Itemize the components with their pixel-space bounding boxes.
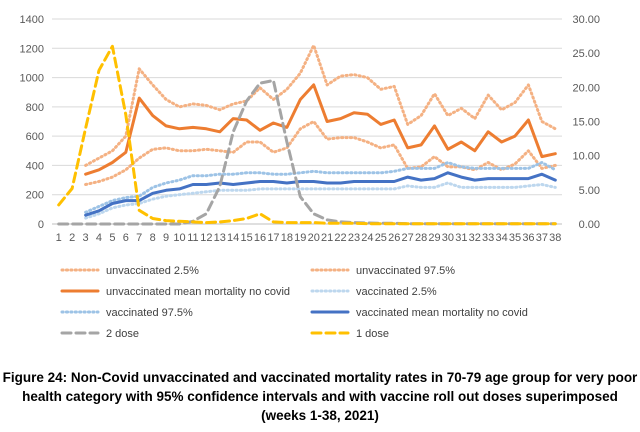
series-line-vaccinated-2-5 [84,181,557,220]
y-left-tick-label: 0 [38,219,44,231]
legend-label: 2 dose [106,328,139,340]
caption-line-3: (weeks 1-38, 2021) [261,408,379,423]
y-left-tick-label: 1000 [20,73,44,85]
figure-caption: Figure 24: Non-Covid unvaccinated and va… [0,368,640,425]
legend-label: unvaccinated 2.5% [106,265,199,277]
right-axis-ticks: 0.00 5.00 10.00 15.00 20.00 25.00 30.00 [572,14,600,231]
x-tick-label: 5 [109,232,115,244]
series-line-vaccinated-97-5 [84,161,557,214]
caption-line-2: health category with 95% confidence inte… [22,389,618,404]
x-tick-label: 18 [281,232,293,244]
legend-label: unvaccinated mean mortality no covid [106,286,290,298]
x-tick-label: 35 [509,232,521,244]
x-tick-label: 3 [82,232,88,244]
legend-label: unvaccinated 97.5% [356,265,455,277]
x-tick-label: 4 [96,232,102,244]
x-tick-label: 7 [136,232,142,244]
y-right-tick-label: 15.00 [572,117,600,129]
x-axis-ticks: 1 2 3 4 5 6 7 8 9 10 11 12 13 14 15 16 17 18 19 20 21 22 23 24 2… [56,232,562,244]
x-tick-label: 28 [415,232,427,244]
series-line-1-dose [57,44,557,226]
legend-label: vaccinated mean mortality no covid [356,307,528,319]
x-tick-label: 16 [254,232,266,244]
series-lines [57,43,557,226]
x-tick-label: 34 [495,232,507,244]
x-tick-label: 2 [69,232,75,244]
series-line-unvaccinated-97-5 [84,43,557,167]
x-tick-label: 6 [123,232,129,244]
x-tick-label: 21 [321,232,333,244]
x-tick-label: 24 [361,232,373,244]
line-chart: 0 200 400 600 800 1000 1200 1400 0.00 5.00 10.00 1… [0,0,640,360]
legend-label: vaccinated 2.5% [356,286,437,298]
x-tick-label: 15 [240,232,252,244]
x-tick-label: 38 [549,232,561,244]
x-tick-label: 13 [214,232,226,244]
x-tick-label: 20 [308,232,320,244]
x-tick-label: 10 [173,232,185,244]
y-left-tick-label: 200 [26,190,44,202]
x-tick-label: 9 [163,232,169,244]
x-tick-label: 31 [455,232,467,244]
x-tick-label: 26 [388,232,400,244]
chart-background [0,0,640,360]
y-right-tick-label: 5.00 [579,185,600,197]
x-tick-label: 11 [187,232,198,244]
y-right-tick-label: 30.00 [572,14,600,26]
series-line-unvaccinated-mean-mortality-no-covid [84,83,557,176]
x-tick-label: 36 [522,232,534,244]
x-tick-label: 37 [536,232,548,244]
x-tick-label: 17 [267,232,279,244]
x-tick-label: 1 [56,232,62,244]
x-tick-label: 22 [334,232,346,244]
caption-line-1: Figure 24: Non-Covid unvaccinated and va… [2,370,638,385]
x-tick-label: 32 [469,232,481,244]
legend-label: vaccinated 97.5% [106,307,193,319]
x-tick-label: 14 [227,232,239,244]
x-tick-label: 29 [428,232,440,244]
x-tick-label: 23 [348,232,360,244]
x-tick-label: 19 [294,232,306,244]
y-left-tick-label: 1200 [20,43,44,55]
x-tick-label: 27 [402,232,414,244]
y-right-tick-label: 0.00 [579,219,600,231]
series-line-vaccinated-mean-mortality-no-covid [84,171,557,217]
x-tick-label: 25 [375,232,387,244]
x-tick-label: 8 [150,232,156,244]
legend: unvaccinated 2.5% unvaccinated 97.5% unvac… [60,265,528,340]
y-right-tick-label: 25.00 [572,48,600,60]
y-right-tick-label: 10.00 [572,151,600,163]
y-left-tick-label: 400 [26,160,44,172]
y-left-tick-label: 800 [26,102,44,114]
y-right-tick-label: 20.00 [572,82,600,94]
left-axis-ticks: 0 200 400 600 800 1000 1200 1400 [20,14,44,231]
x-tick-label: 12 [200,232,212,244]
x-tick-label: 33 [482,232,494,244]
y-left-tick-label: 600 [26,131,44,143]
y-left-tick-label: 1400 [20,14,44,26]
x-tick-label: 30 [442,232,454,244]
legend-label: 1 dose [356,328,389,340]
